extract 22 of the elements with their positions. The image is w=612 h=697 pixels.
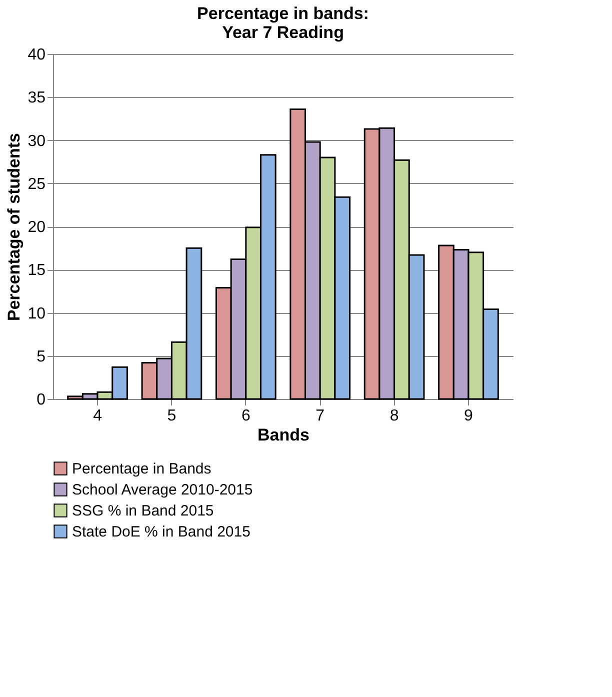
y-axis-title: Percentage of students: [4, 133, 24, 321]
x-tick-label: 7: [316, 408, 325, 424]
y-tick-label: 35: [28, 90, 46, 107]
y-tick-label: 40: [28, 46, 46, 64]
y-tick-label: 20: [28, 219, 46, 236]
legend-label: School Average 2010-2015: [72, 482, 253, 498]
legend-label: Percentage in Bands: [72, 460, 212, 478]
legend-label: State DoE % in Band 2015: [72, 524, 250, 540]
legend-label: SSG % in Band 2015: [72, 502, 214, 520]
x-axis-title: Bands: [258, 426, 310, 444]
y-tick-label: 0: [36, 392, 46, 408]
x-tick-label: 8: [390, 408, 399, 424]
x-tick-label: 9: [464, 408, 474, 424]
x-tick-label: 6: [241, 408, 250, 424]
y-tick-label: 15: [28, 262, 46, 280]
y-tick-label: 25: [28, 176, 46, 193]
x-tick-label: 5: [167, 408, 176, 424]
y-tick-label: 10: [28, 305, 46, 322]
y-tick-label: 5: [36, 348, 46, 366]
chart-title: Percentage in bands: Year 7 Reading: [197, 4, 369, 42]
y-tick-label: 30: [28, 132, 46, 150]
x-tick-label: 4: [93, 408, 102, 424]
